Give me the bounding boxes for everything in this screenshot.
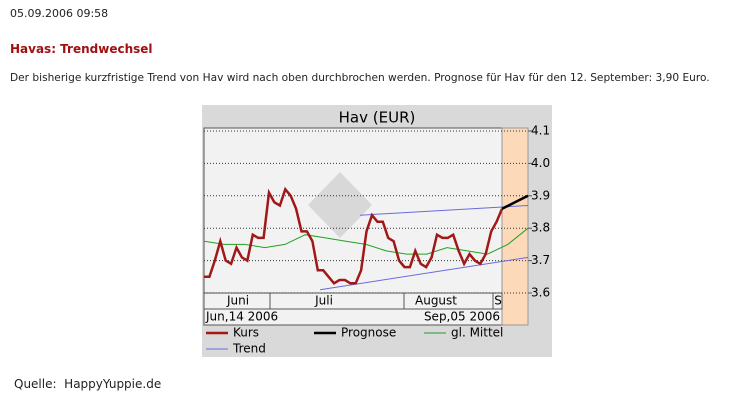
y-tick-label: 3.9 bbox=[531, 188, 550, 202]
y-tick-label: 3.8 bbox=[531, 221, 550, 235]
y-tick-label: 4.1 bbox=[531, 124, 550, 138]
watermark bbox=[308, 172, 372, 238]
legend-label: Prognose bbox=[341, 326, 396, 340]
y-tick-label: 4.0 bbox=[531, 156, 550, 170]
forecast-zone bbox=[501, 127, 529, 326]
y-tick-label: 3.6 bbox=[531, 286, 550, 300]
month-label: Juni bbox=[226, 294, 249, 308]
source-value: HappyYuppie.de bbox=[64, 377, 162, 391]
moving-average-line bbox=[203, 227, 529, 255]
month-label: Juli bbox=[314, 294, 333, 308]
legend-label: Trend bbox=[232, 342, 266, 356]
article-text: Der bisherige kurzfristige Trend von Hav… bbox=[10, 72, 710, 84]
month-label: August bbox=[415, 294, 457, 308]
forecast-line bbox=[501, 194, 529, 210]
article-title: Havas: Trendwechsel bbox=[10, 42, 153, 56]
legend-label: gl. Mittel bbox=[451, 326, 503, 340]
plot-area bbox=[203, 127, 529, 326]
date-start: Jun,14 2006 bbox=[205, 310, 278, 324]
price-line bbox=[204, 186, 504, 285]
timestamp: 05.09.2006 09:58 bbox=[10, 7, 109, 20]
chart-title: Hav (EUR) bbox=[339, 109, 416, 127]
source: Quelle: HappyYuppie.de bbox=[14, 377, 161, 391]
y-tick-label: 3.7 bbox=[531, 253, 550, 267]
date-end: Sep,05 2006 bbox=[424, 310, 500, 324]
legend-label: Kurs bbox=[233, 326, 259, 340]
source-label: Quelle: bbox=[14, 377, 57, 391]
trend-line bbox=[359, 205, 529, 216]
month-label: S bbox=[494, 294, 502, 308]
